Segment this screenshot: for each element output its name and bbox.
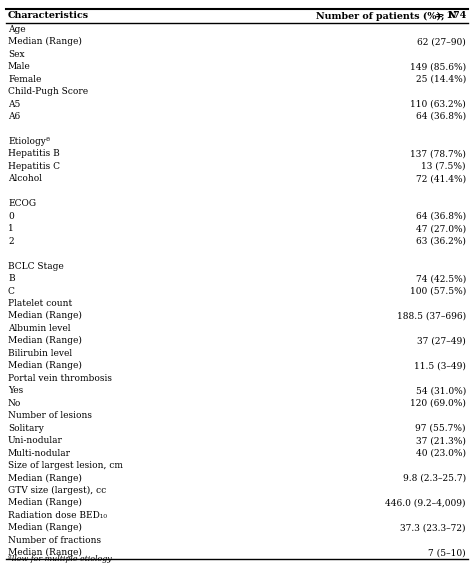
Text: 37 (27–49): 37 (27–49) bbox=[417, 336, 466, 346]
Text: 74 (42.5%): 74 (42.5%) bbox=[416, 274, 466, 283]
Text: 54 (31.0%): 54 (31.0%) bbox=[416, 386, 466, 395]
Text: 62 (27–90): 62 (27–90) bbox=[417, 37, 466, 46]
Text: 137 (78.7%): 137 (78.7%) bbox=[410, 149, 466, 158]
Text: 63 (36.2%): 63 (36.2%) bbox=[416, 237, 466, 246]
Text: 446.0 (9.2–4,009): 446.0 (9.2–4,009) bbox=[385, 499, 466, 507]
Text: Number of patients (%);: Number of patients (%); bbox=[316, 12, 447, 21]
Text: 2: 2 bbox=[8, 237, 14, 246]
Text: Female: Female bbox=[8, 74, 41, 84]
Text: 110 (63.2%): 110 (63.2%) bbox=[410, 99, 466, 108]
Text: 47 (27.0%): 47 (27.0%) bbox=[416, 224, 466, 233]
Text: A6: A6 bbox=[8, 112, 20, 121]
Text: Median (Range): Median (Range) bbox=[8, 548, 82, 557]
Text: B: B bbox=[8, 274, 15, 283]
Text: C: C bbox=[8, 287, 15, 295]
Text: 25 (14.4%): 25 (14.4%) bbox=[416, 74, 466, 84]
Text: 37.3 (23.3–72): 37.3 (23.3–72) bbox=[401, 523, 466, 533]
Text: Number of fractions: Number of fractions bbox=[8, 536, 101, 545]
Text: = 174: = 174 bbox=[432, 12, 466, 21]
Text: 120 (69.0%): 120 (69.0%) bbox=[410, 399, 466, 408]
Text: 100 (57.5%): 100 (57.5%) bbox=[410, 287, 466, 295]
Text: Number of lesions: Number of lesions bbox=[8, 411, 92, 420]
Text: 37 (21.3%): 37 (21.3%) bbox=[416, 436, 466, 445]
Text: 0: 0 bbox=[8, 212, 14, 221]
Text: Characteristics: Characteristics bbox=[8, 12, 89, 21]
Text: Median (Range): Median (Range) bbox=[8, 499, 82, 507]
Text: BCLC Stage: BCLC Stage bbox=[8, 261, 64, 271]
Text: A5: A5 bbox=[8, 99, 20, 108]
Text: GTV size (largest), cc: GTV size (largest), cc bbox=[8, 486, 106, 495]
Text: Child-Pugh Score: Child-Pugh Score bbox=[8, 87, 88, 96]
Text: 7 (5–10): 7 (5–10) bbox=[428, 548, 466, 557]
Text: Albumin level: Albumin level bbox=[8, 324, 71, 333]
Text: 9.8 (2.3–25.7): 9.8 (2.3–25.7) bbox=[403, 474, 466, 482]
Text: Yes: Yes bbox=[8, 386, 23, 395]
Text: Median (Range): Median (Range) bbox=[8, 523, 82, 533]
Text: 13 (7.5%): 13 (7.5%) bbox=[421, 162, 466, 171]
Text: Age: Age bbox=[8, 25, 26, 33]
Text: 11.5 (3–49): 11.5 (3–49) bbox=[414, 361, 466, 370]
Text: 72 (41.4%): 72 (41.4%) bbox=[416, 174, 466, 183]
Text: 64 (36.8%): 64 (36.8%) bbox=[416, 112, 466, 121]
Text: Portal vein thrombosis: Portal vein thrombosis bbox=[8, 374, 112, 383]
Text: 188.5 (37–696): 188.5 (37–696) bbox=[397, 312, 466, 320]
Text: Etiologyª: Etiologyª bbox=[8, 137, 50, 146]
Text: ECOG: ECOG bbox=[8, 199, 36, 208]
Text: Median (Range): Median (Range) bbox=[8, 37, 82, 46]
Text: Solitary: Solitary bbox=[8, 424, 44, 433]
Text: Alcohol: Alcohol bbox=[8, 174, 42, 183]
Text: ªllow for multiple etiology: ªllow for multiple etiology bbox=[8, 555, 112, 563]
Text: Median (Range): Median (Range) bbox=[8, 336, 82, 346]
Text: 97 (55.7%): 97 (55.7%) bbox=[416, 424, 466, 433]
Text: Multi-nodular: Multi-nodular bbox=[8, 448, 71, 458]
Text: Hepatitis B: Hepatitis B bbox=[8, 149, 60, 158]
Text: Median (Range): Median (Range) bbox=[8, 361, 82, 370]
Text: Bilirubin level: Bilirubin level bbox=[8, 349, 72, 358]
Text: Uni-nodular: Uni-nodular bbox=[8, 436, 63, 445]
Text: 40 (23.0%): 40 (23.0%) bbox=[416, 448, 466, 458]
Text: 1: 1 bbox=[8, 224, 14, 233]
Text: Median (Range): Median (Range) bbox=[8, 473, 82, 482]
Text: Sex: Sex bbox=[8, 50, 25, 59]
Text: Median (Range): Median (Range) bbox=[8, 312, 82, 320]
Text: 149 (85.6%): 149 (85.6%) bbox=[410, 62, 466, 71]
Text: N: N bbox=[447, 12, 456, 21]
Text: Hepatitis C: Hepatitis C bbox=[8, 162, 60, 171]
Text: Platelet count: Platelet count bbox=[8, 299, 72, 308]
Text: Male: Male bbox=[8, 62, 31, 71]
Text: Radiation dose BED₁₀: Radiation dose BED₁₀ bbox=[8, 511, 107, 520]
Text: No: No bbox=[8, 399, 21, 408]
Text: Size of largest lesion, cm: Size of largest lesion, cm bbox=[8, 461, 123, 470]
Text: 64 (36.8%): 64 (36.8%) bbox=[416, 212, 466, 221]
